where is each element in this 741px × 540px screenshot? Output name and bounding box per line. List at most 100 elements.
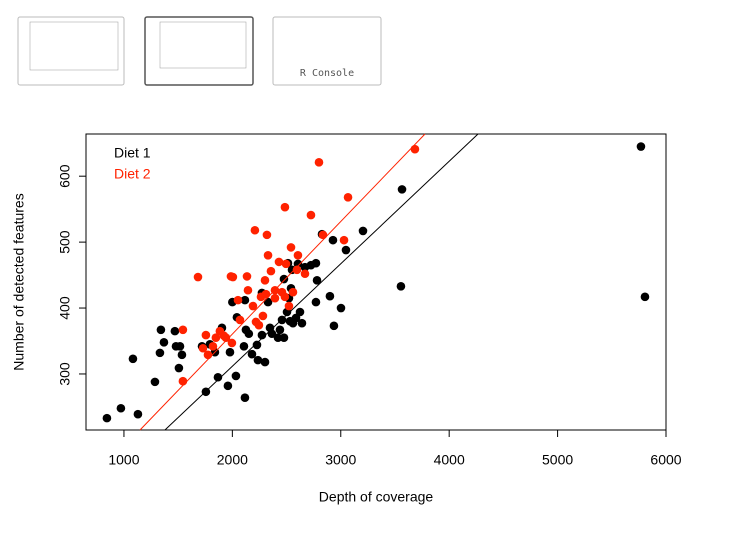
point: [248, 301, 258, 311]
y-tick-label: 500: [57, 230, 73, 254]
y-tick-label: 400: [57, 296, 73, 320]
y-axis-label: Number of detected features: [11, 193, 27, 370]
point: [225, 347, 235, 357]
point: [267, 329, 277, 339]
point: [397, 185, 407, 194]
point: [341, 245, 351, 255]
point: [213, 372, 223, 382]
point: [235, 315, 245, 325]
point: [177, 350, 187, 360]
point: [343, 192, 353, 202]
thumbnail-selected[interactable]: [144, 16, 254, 86]
x-axis-label: Depth of coverage: [319, 489, 434, 505]
thumbnail-frame: [159, 21, 247, 69]
thumbnail-frame: [29, 21, 119, 71]
point: [640, 292, 650, 302]
legend-label: Diet 2: [114, 166, 151, 182]
point: [228, 272, 238, 282]
point: [273, 333, 283, 343]
point: [231, 371, 241, 381]
point: [311, 297, 321, 307]
point: [252, 340, 262, 350]
point: [314, 158, 324, 167]
point: [263, 251, 273, 260]
point: [239, 341, 249, 351]
point: [250, 225, 260, 235]
point: [240, 295, 250, 305]
point: [174, 363, 184, 373]
point: [150, 377, 160, 387]
point: [242, 272, 252, 281]
point: [260, 276, 270, 285]
point: [178, 325, 188, 335]
legend-label: Diet 1: [114, 145, 151, 161]
point: [201, 330, 211, 340]
point: [280, 202, 290, 212]
point: [260, 357, 270, 367]
point: [358, 226, 368, 236]
point: [288, 287, 298, 297]
point: [170, 326, 180, 336]
point: [266, 266, 276, 276]
point: [280, 292, 290, 302]
point: [284, 301, 294, 311]
point: [258, 311, 268, 321]
x-tick-label: 3000: [325, 452, 356, 468]
point: [257, 330, 267, 340]
point: [243, 285, 253, 295]
console-label: R Console: [300, 68, 354, 79]
point: [227, 338, 237, 348]
point: [274, 257, 284, 267]
point: [247, 349, 257, 359]
point: [133, 409, 143, 419]
point: [270, 293, 280, 303]
point: [410, 144, 420, 154]
point: [253, 355, 263, 365]
y-tick-label: 300: [57, 362, 73, 386]
point: [329, 321, 339, 331]
point: [279, 274, 289, 284]
x-tick-label: 6000: [650, 452, 681, 468]
point: [396, 281, 406, 291]
point: [116, 403, 126, 413]
point: [325, 291, 335, 301]
point: [175, 341, 185, 351]
point: [193, 272, 203, 282]
fit-line: [164, 133, 479, 431]
point: [211, 333, 221, 343]
point: [297, 318, 307, 328]
thumbnail-console[interactable]: [272, 16, 382, 86]
x-tick-label: 5000: [542, 452, 573, 468]
y-tick-label: 600: [57, 164, 73, 188]
point: [254, 320, 264, 330]
point: [295, 307, 305, 317]
point: [311, 258, 321, 268]
point: [102, 413, 112, 423]
point: [300, 269, 310, 279]
point: [262, 230, 272, 240]
point: [636, 142, 646, 151]
point: [336, 303, 346, 313]
thumbnail[interactable]: [17, 16, 125, 86]
point: [318, 230, 328, 240]
point: [279, 333, 289, 343]
point: [275, 325, 285, 335]
point: [240, 393, 250, 402]
point: [155, 348, 165, 358]
point: [223, 381, 233, 391]
point: [293, 251, 303, 260]
point: [156, 325, 166, 335]
point: [221, 333, 231, 343]
point: [198, 343, 208, 353]
point: [328, 235, 338, 245]
point: [312, 276, 322, 285]
point: [244, 329, 254, 339]
point: [203, 350, 213, 360]
x-tick-label: 4000: [434, 452, 465, 468]
point: [261, 289, 271, 299]
point: [233, 295, 243, 305]
point: [281, 259, 291, 269]
x-tick-label: 2000: [217, 452, 248, 468]
